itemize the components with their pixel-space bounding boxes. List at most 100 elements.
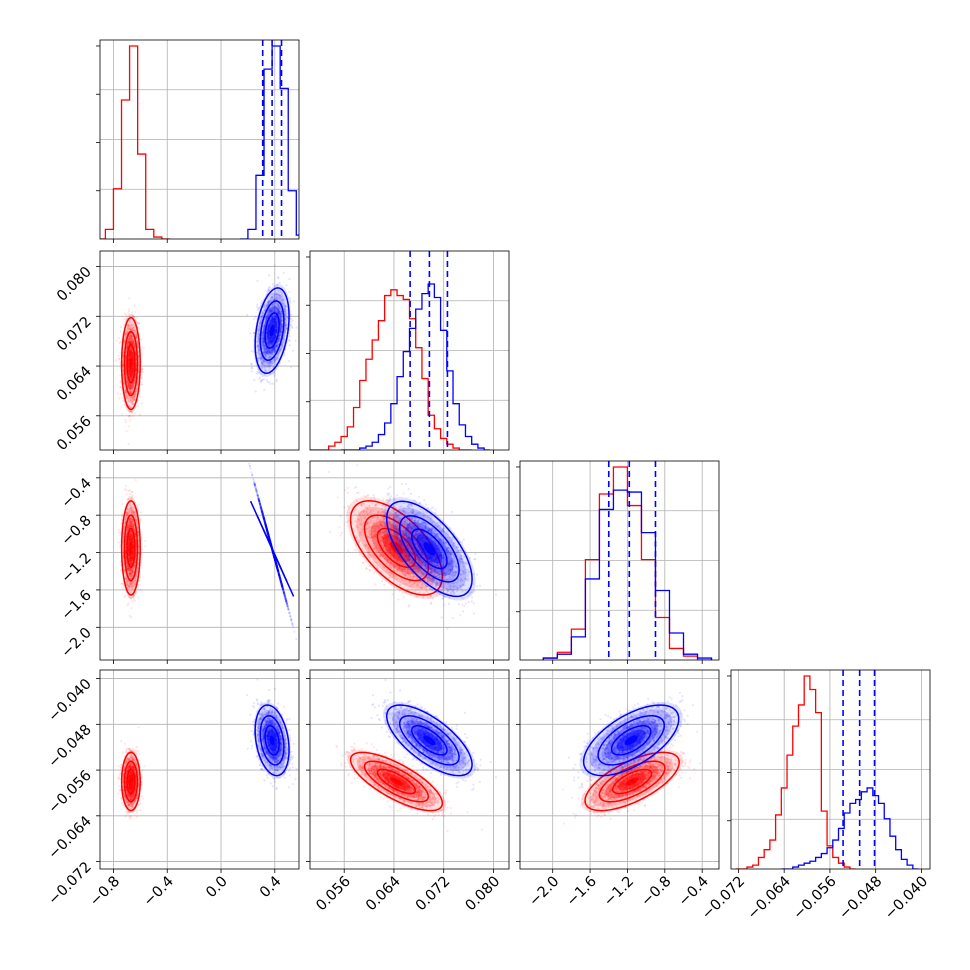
sample-point xyxy=(141,383,144,386)
sample-point xyxy=(134,559,137,562)
sample-point xyxy=(270,296,273,299)
sample-point xyxy=(134,375,137,378)
sample-point xyxy=(259,355,263,358)
sample-point xyxy=(129,333,132,336)
sample-point xyxy=(128,340,131,343)
sample-point xyxy=(275,283,278,286)
sample-point xyxy=(283,341,286,344)
sample-point xyxy=(131,384,134,388)
sample-point xyxy=(115,339,118,342)
sample-point xyxy=(267,342,270,345)
sample-point xyxy=(126,346,129,349)
sample-point xyxy=(138,579,141,582)
sample-point xyxy=(273,350,276,353)
sample-point xyxy=(133,377,137,380)
sample-point xyxy=(133,347,136,350)
sample-point xyxy=(258,371,261,374)
sample-point xyxy=(262,360,265,363)
sample-point xyxy=(128,387,131,390)
sample-point xyxy=(133,329,137,332)
sample-point xyxy=(130,340,133,343)
sample-point xyxy=(274,290,277,293)
sample-point xyxy=(272,304,275,307)
sample-point xyxy=(119,352,122,355)
sample-point xyxy=(129,582,132,586)
sample-point xyxy=(255,372,258,375)
sample-point xyxy=(134,392,137,395)
sample-point xyxy=(129,329,132,332)
sample-point xyxy=(269,361,272,364)
sample-point xyxy=(265,351,268,354)
sample-point xyxy=(256,344,260,347)
sample-point xyxy=(119,569,122,572)
sample-point xyxy=(124,594,127,598)
sample-point xyxy=(132,328,135,331)
sample-point xyxy=(271,315,274,318)
sample-point xyxy=(279,313,283,316)
sample-point xyxy=(270,343,273,346)
sample-point xyxy=(264,351,267,354)
sample-point xyxy=(259,322,262,325)
sample-point xyxy=(131,509,134,512)
sample-point xyxy=(131,320,134,323)
sample-point xyxy=(129,334,132,337)
sample-point xyxy=(132,596,135,599)
sample-point xyxy=(280,332,283,335)
sample-point xyxy=(132,329,135,332)
sample-point xyxy=(139,575,142,579)
y-tick-label: 0.072 xyxy=(54,314,95,355)
sample-point xyxy=(271,343,274,346)
sample-point xyxy=(273,309,276,312)
sample-point xyxy=(274,315,277,318)
sample-point xyxy=(128,584,131,587)
sample-point xyxy=(272,349,275,352)
sample-point xyxy=(260,314,263,317)
sample-point xyxy=(278,304,281,308)
sample-point xyxy=(271,298,275,302)
sample-point xyxy=(262,349,265,352)
sample-point xyxy=(280,325,283,328)
sample-point xyxy=(261,340,264,343)
sample-point xyxy=(124,391,128,394)
sample-point xyxy=(267,288,270,291)
sample-point xyxy=(263,344,266,347)
sample-point xyxy=(260,364,263,367)
sample-point xyxy=(130,562,133,565)
sample-point xyxy=(260,320,263,323)
sample-point xyxy=(130,328,133,331)
sample-point xyxy=(273,350,276,353)
sample-point xyxy=(131,403,135,406)
sample-point xyxy=(262,358,265,361)
density-level-4 xyxy=(129,357,133,370)
sample-point xyxy=(128,386,131,389)
sample-point xyxy=(134,512,137,515)
sample-point xyxy=(278,340,281,343)
sample-point xyxy=(280,290,283,293)
sample-point xyxy=(277,311,280,314)
sample-point xyxy=(262,331,265,334)
sample-point xyxy=(280,298,283,302)
sample-point xyxy=(126,379,129,383)
sample-point xyxy=(132,594,135,597)
sample-point xyxy=(129,340,132,343)
sample-point xyxy=(131,313,134,316)
sample-point xyxy=(266,352,269,355)
sample-point xyxy=(291,326,294,329)
sample-point xyxy=(135,572,139,575)
sample-point xyxy=(283,298,287,301)
sample-point xyxy=(262,348,265,351)
sample-point xyxy=(267,300,271,303)
sample-point xyxy=(277,305,280,308)
sample-point xyxy=(267,350,270,353)
sample-point xyxy=(116,392,119,395)
sample-point xyxy=(288,344,291,347)
sample-point xyxy=(124,361,127,364)
sample-point xyxy=(134,501,137,504)
sample-point xyxy=(267,313,270,316)
sample-point xyxy=(281,319,284,322)
sample-point xyxy=(140,370,143,373)
sample-point xyxy=(130,334,133,338)
sample-point xyxy=(130,575,133,578)
sample-point xyxy=(256,351,260,354)
sample-point xyxy=(281,294,284,298)
